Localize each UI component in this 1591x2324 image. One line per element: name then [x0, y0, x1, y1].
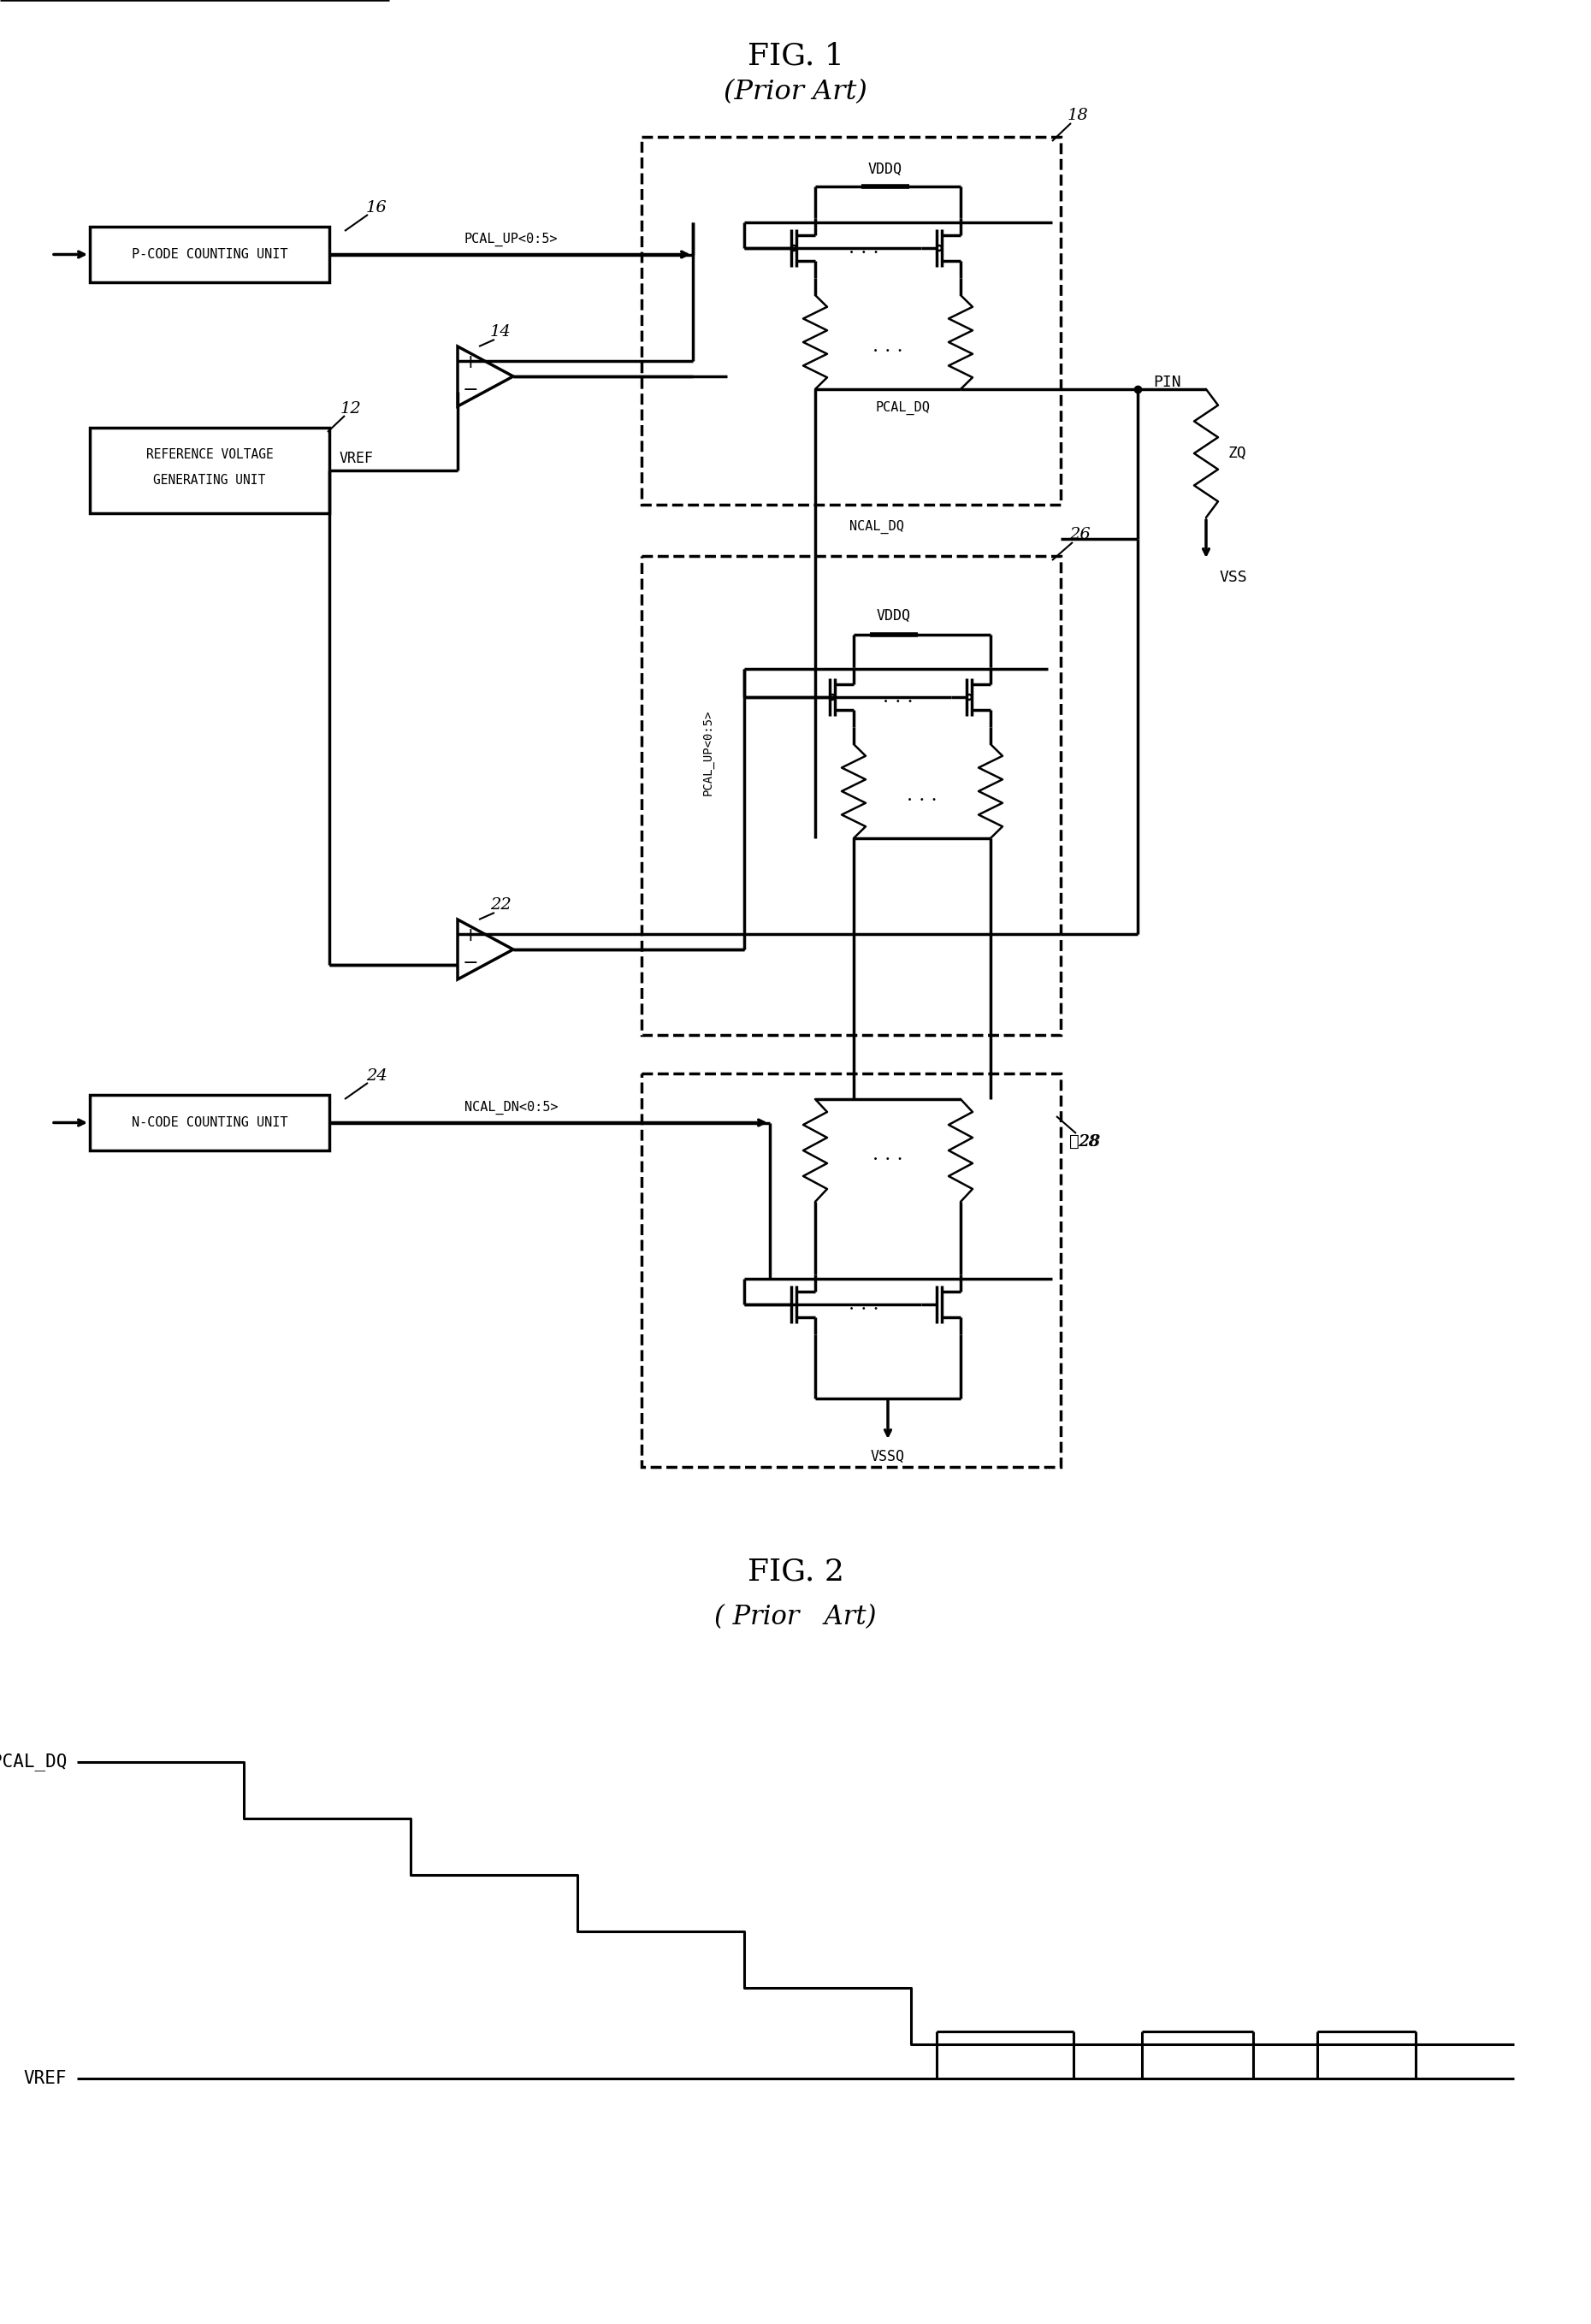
Text: FIG. 1: FIG. 1: [748, 42, 843, 70]
Text: REFERENCE VOLTAGE: REFERENCE VOLTAGE: [146, 449, 274, 462]
Text: −: −: [463, 381, 479, 400]
Text: 28: 28: [1077, 1134, 1099, 1150]
Text: +: +: [463, 353, 479, 372]
Bar: [641, 555, 1061, 1034]
Polygon shape: [458, 920, 514, 978]
Text: (Prior Art): (Prior Art): [724, 79, 867, 105]
Text: . . .: . . .: [883, 688, 913, 706]
Text: PCAL_UP<0:5>: PCAL_UP<0:5>: [702, 709, 714, 795]
Text: PCAL_DQ: PCAL_DQ: [875, 402, 929, 416]
Text: VREF: VREF: [24, 2071, 67, 2087]
Bar: [641, 137, 1061, 504]
Text: PCAL_UP<0:5>: PCAL_UP<0:5>: [465, 232, 558, 246]
Bar: [89, 1095, 329, 1150]
Text: . . .: . . .: [907, 786, 937, 804]
Text: 26: 26: [1069, 528, 1090, 541]
Text: NCAL_DQ: NCAL_DQ: [850, 521, 904, 535]
Text: +: +: [463, 927, 479, 946]
Text: VDDQ: VDDQ: [869, 163, 902, 177]
Text: ∰28: ∰28: [1069, 1134, 1101, 1150]
Text: VSSQ: VSSQ: [870, 1448, 905, 1464]
Text: 14: 14: [490, 323, 511, 339]
Text: 16: 16: [366, 200, 387, 216]
Text: VDDQ: VDDQ: [877, 609, 912, 623]
Bar: [89, 228, 329, 281]
Text: 22: 22: [490, 897, 511, 913]
Text: FIG. 2: FIG. 2: [748, 1557, 843, 1585]
Text: P-CODE COUNTING UNIT: P-CODE COUNTING UNIT: [132, 249, 288, 260]
Text: 12: 12: [340, 402, 361, 416]
Text: PIN: PIN: [1153, 374, 1181, 390]
Bar: [89, 428, 329, 514]
Text: PCAL_DQ: PCAL_DQ: [0, 1752, 67, 1771]
Text: ( Prior   Art): ( Prior Art): [714, 1604, 877, 1631]
Text: N-CODE COUNTING UNIT: N-CODE COUNTING UNIT: [132, 1116, 288, 1129]
Text: GENERATING UNIT: GENERATING UNIT: [153, 474, 266, 488]
Text: . . .: . . .: [848, 1294, 880, 1313]
Text: VREF: VREF: [339, 451, 374, 467]
Text: 18: 18: [1068, 107, 1088, 123]
Text: ZQ: ZQ: [1228, 446, 1247, 460]
Text: 24: 24: [366, 1069, 387, 1083]
Text: VSS: VSS: [1219, 569, 1247, 586]
Bar: [641, 1074, 1061, 1466]
Text: . . .: . . .: [872, 337, 904, 356]
Text: . . .: . . .: [848, 239, 880, 258]
Polygon shape: [458, 346, 514, 407]
Text: −: −: [463, 953, 479, 971]
Text: NCAL_DN<0:5>: NCAL_DN<0:5>: [465, 1099, 558, 1113]
Text: . . .: . . .: [872, 1146, 904, 1164]
